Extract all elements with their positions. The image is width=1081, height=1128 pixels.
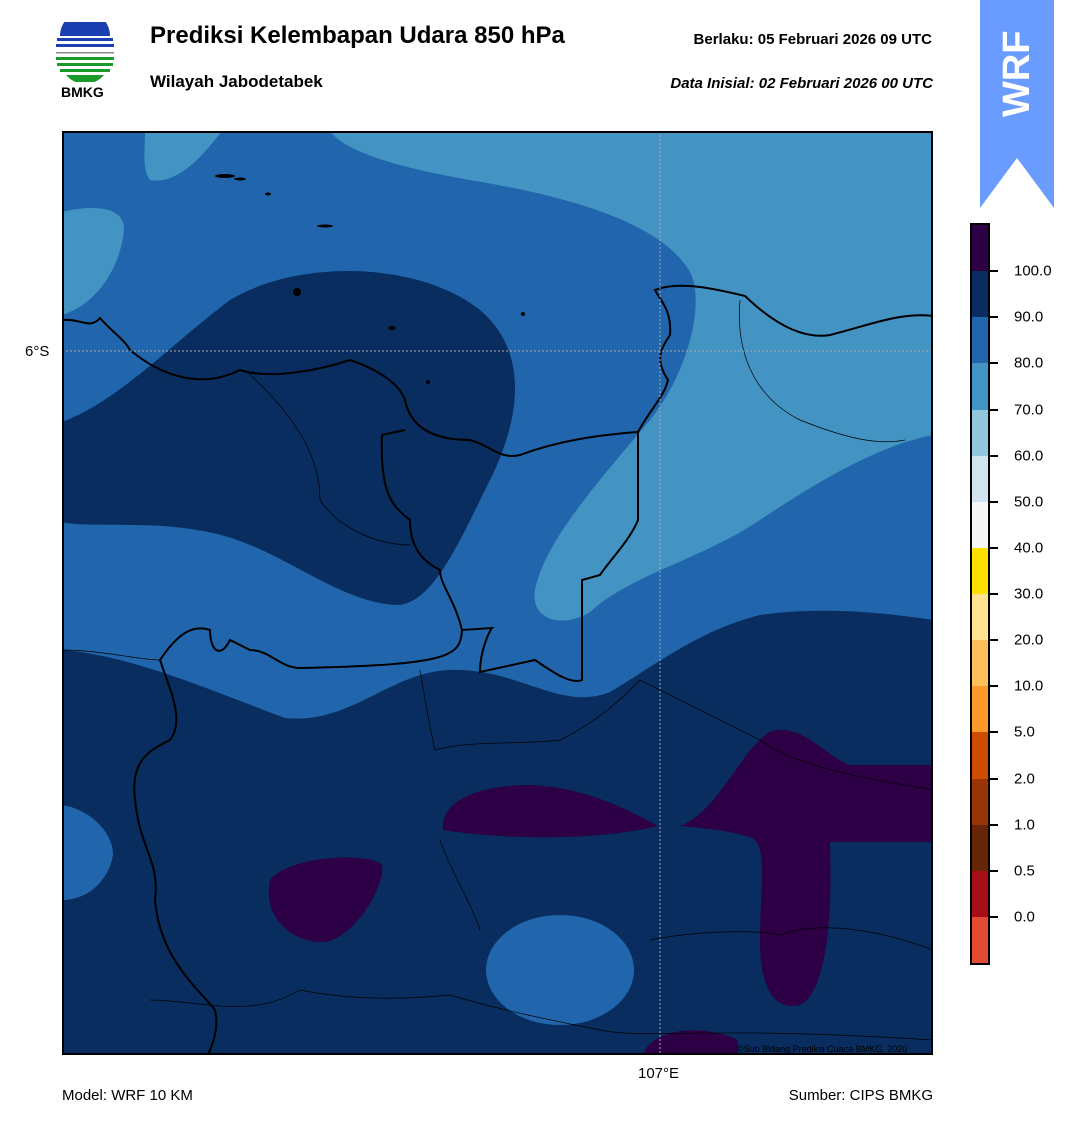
wrf-badge-ribbon — [980, 0, 1054, 208]
colorbar-segment — [972, 594, 988, 641]
colorbar-tick-label: 50.0 — [1014, 493, 1044, 511]
contour-70-80 — [330, 131, 933, 621]
colorbar-segment — [972, 686, 988, 733]
contour-90-100 — [62, 271, 515, 605]
colorbar-segment — [972, 870, 988, 917]
colorbar-tick-label: 60.0 — [1014, 447, 1044, 465]
map-frame — [62, 131, 933, 1055]
colorbar-segment — [972, 778, 988, 825]
source-label: Sumber: CIPS BMKG — [788, 1087, 933, 1104]
model-label: Model: WRF 10 KM — [62, 1087, 193, 1104]
islands — [215, 174, 525, 384]
colorbar-segment — [972, 271, 988, 318]
colorbar-tick — [990, 270, 998, 273]
copyright-text: ©Sub Bidang Prediksi Cuaca BMKG, 2020 — [737, 1044, 908, 1054]
valid-time: Berlaku: 05 Februari 2026 09 UTC — [693, 31, 932, 48]
colorbar-tick — [990, 362, 998, 365]
contour-100 — [268, 857, 383, 942]
colorbar-segment — [972, 455, 988, 502]
contour-70-80 — [144, 131, 222, 181]
colorbar-tick — [990, 823, 998, 826]
colorbar-segment — [972, 225, 988, 272]
colorbar-tick-label: 40.0 — [1014, 539, 1044, 557]
logo-text: BMKG — [61, 84, 104, 100]
colorbar-tick — [990, 316, 998, 319]
colorbar-tick — [990, 593, 998, 595]
colorbar — [970, 223, 990, 965]
coastline — [62, 284, 933, 1055]
humidity-contours — [62, 131, 933, 1055]
lon-label: 107°E — [638, 1065, 680, 1082]
colorbar-tick — [990, 777, 998, 780]
contour-100 — [442, 785, 658, 838]
contour-100 — [643, 1030, 738, 1055]
colorbar-segment — [972, 732, 988, 779]
colorbar-tick-label: 0.0 — [1014, 908, 1035, 926]
page-title: Prediksi Kelembapan Udara 850 hPa — [150, 22, 565, 49]
colorbar-segment — [972, 547, 988, 594]
colorbar-segment — [972, 363, 988, 410]
colorbar-tick-label: 70.0 — [1014, 401, 1044, 418]
humidity-map — [62, 131, 933, 1055]
colorbar-tick — [990, 500, 998, 503]
admin-boundaries — [62, 299, 933, 1041]
colorbar-tick — [990, 915, 998, 918]
colorbar-tick-label: 5.0 — [1014, 723, 1035, 741]
contour-100 — [680, 729, 933, 1006]
colorbar-tick-label: 100.0 — [1014, 262, 1052, 280]
colorbar-tick — [990, 639, 998, 642]
colorbar-tick-label: 80.0 — [1014, 354, 1044, 372]
colorbar-tick-label: 20.0 — [1014, 631, 1044, 649]
bmkg-logo — [56, 22, 114, 82]
colorbar-tick-label: 2.0 — [1014, 770, 1035, 787]
colorbar-tick — [990, 454, 998, 457]
colorbar-segment — [972, 640, 988, 687]
colorbar-segment — [972, 317, 988, 364]
contour-80-90 — [62, 805, 113, 900]
contour-70-80 — [62, 207, 125, 315]
initial-time: Data Inisial: 02 Februari 2026 00 UTC — [670, 75, 933, 92]
lat-label: 6°S — [25, 343, 50, 360]
colorbar-tick-label: 0.5 — [1014, 862, 1035, 880]
colorbar-tick — [990, 685, 998, 688]
contour-80-90 — [486, 915, 634, 1025]
colorbar-segment — [972, 824, 988, 871]
colorbar-tick — [990, 408, 998, 411]
colorbar-tick — [990, 546, 998, 549]
colorbar-tick — [990, 731, 998, 734]
colorbar-tick-label: 1.0 — [1014, 816, 1035, 834]
colorbar-tick — [990, 869, 998, 872]
region-subtitle: Wilayah Jabodetabek — [150, 72, 323, 91]
wrf-badge-text: WRF — [996, 30, 1038, 117]
colorbar-segment — [972, 501, 988, 548]
colorbar-segment — [972, 409, 988, 456]
colorbar-tick-label: 10.0 — [1014, 677, 1044, 695]
colorbar-segment — [972, 916, 988, 963]
colorbar-tick-label: 90.0 — [1014, 308, 1044, 326]
colorbar-tick-label: 30.0 — [1014, 585, 1044, 603]
